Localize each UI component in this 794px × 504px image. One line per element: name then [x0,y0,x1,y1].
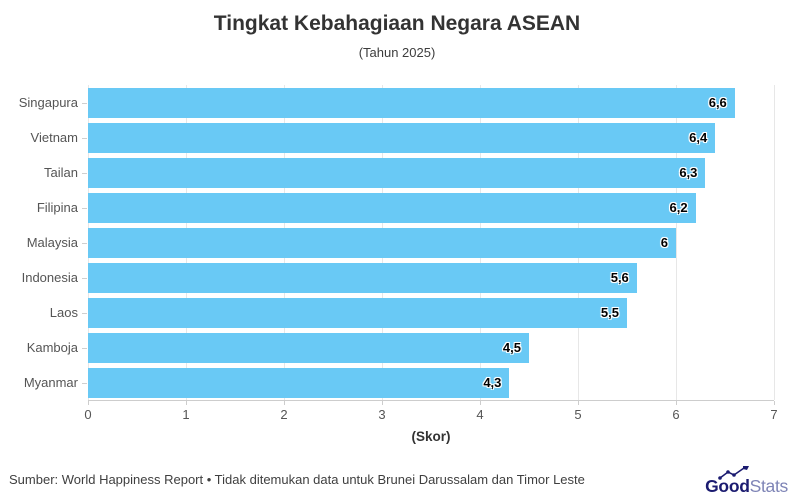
x-axis: 0 1 2 3 4 5 6 7 [84,400,778,430]
y-tick-mark [82,347,87,349]
category-label: Filipina [36,200,78,215]
gridline-x-6 [675,85,677,400]
x-tick-label: 2 [280,407,288,422]
value-label: 6 [660,234,668,250]
chart-subtitle: (Tahun 2025) [358,45,436,60]
category-label: Kamboja [26,340,78,355]
x-tick-mark [87,401,89,405]
x-axis-title: (Skor) [411,429,451,444]
y-tick-mark [82,207,87,209]
logo-stats-label: Stats [749,476,789,496]
x-tick-mark [577,401,579,405]
x-tick-label: 4 [476,407,484,422]
x-tick-label: 0 [84,407,92,422]
value-label: 6,2 [669,199,688,215]
bar-tailan: 6,3 [88,157,706,188]
value-label: 5,5 [600,304,619,320]
logo-good-label: Good [705,476,750,496]
source-text: Sumber: World Happiness Report • Tidak d… [9,472,585,487]
bar-laos: 5,5 [88,297,627,328]
trend-up-icon [718,466,750,480]
x-tick-label: 5 [574,407,582,422]
x-tick-mark [185,401,187,405]
bar-indonesia: 5,6 [88,262,637,293]
bar-malaysia: 6 [88,227,676,258]
value-label: 5,6 [610,269,629,285]
y-tick-mark [82,242,87,244]
value-label: 6,6 [708,94,727,110]
y-axis-labels: Singapura Vietnam Tailan Filipina Malaysia In… [0,85,88,400]
x-tick-mark [479,401,481,405]
goodstats-logo-text: GoodStats [705,466,789,497]
bar-myanmar: 4,3 [88,367,510,398]
x-tick-mark [381,401,383,405]
category-label: Vietnam [30,130,78,145]
bar-vietnam: 6,4 [88,122,716,153]
goodstats-logo: GoodStats [705,466,789,497]
x-tick-mark [773,401,775,405]
x-tick-mark [283,401,285,405]
value-label: 4,3 [483,374,502,390]
category-label: Indonesia [21,270,78,285]
bar-filipina: 6,2 [88,192,696,223]
y-tick-mark [82,172,87,174]
category-label: Singapura [18,95,78,110]
category-label: Tailan [44,165,78,180]
y-tick-mark [82,137,87,139]
category-label: Malaysia [26,235,78,250]
x-tick-label: 3 [378,407,386,422]
bar-singapura: 6,6 [88,87,735,118]
bar-kamboja: 4,5 [88,332,529,363]
category-label: Myanmar [23,375,78,390]
y-tick-mark [82,382,87,384]
gridline-x-7 [773,85,775,400]
x-tick-label: 6 [672,407,680,422]
value-label: 6,4 [689,129,708,145]
x-tick-label: 1 [182,407,190,422]
x-tick-label: 7 [770,407,778,422]
plot-area: 6,6 6,4 6,3 6,2 6 5,6 5,5 4,5 4,3 [87,85,775,400]
x-tick-mark [675,401,677,405]
y-tick-mark [82,277,87,279]
y-tick-mark [82,102,87,104]
chart-title: Tingkat Kebahagiaan Negara ASEAN [213,12,581,35]
value-label: 6,3 [679,164,698,180]
value-label: 4,5 [502,339,521,355]
category-label: Laos [49,305,78,320]
y-tick-mark [82,312,87,314]
